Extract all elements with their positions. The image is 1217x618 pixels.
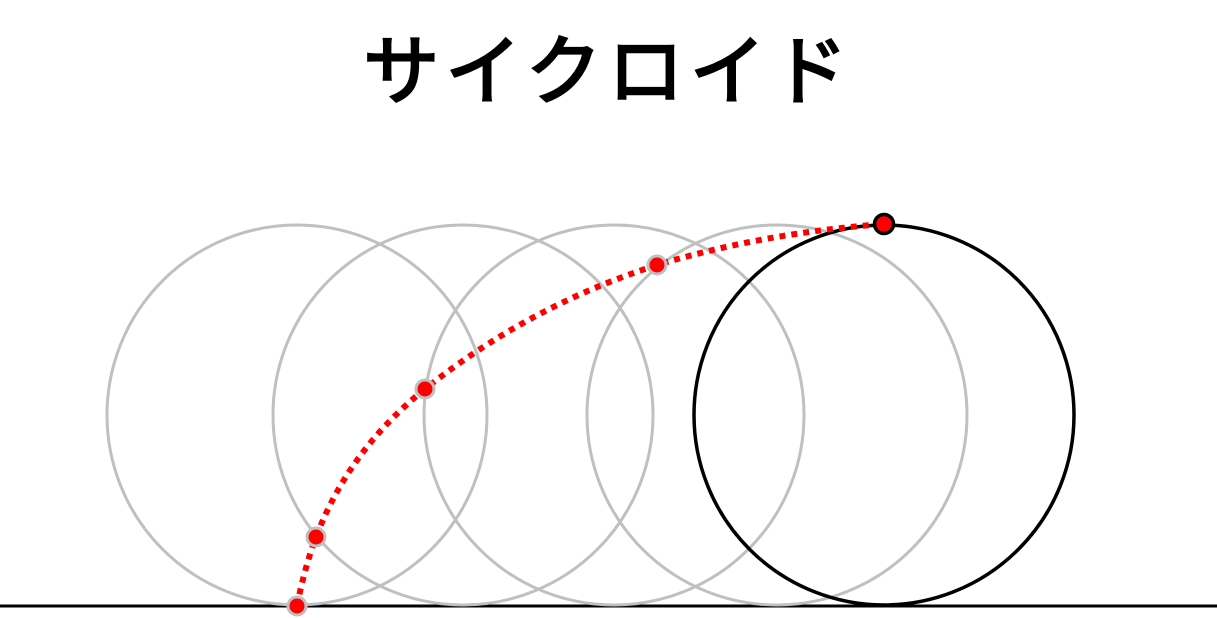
rolled-circle-1 bbox=[105, 223, 489, 607]
trace-points bbox=[286, 212, 896, 617]
trace-point-4 bbox=[646, 254, 668, 276]
trace-point-3 bbox=[414, 378, 436, 400]
rolled-circles bbox=[105, 223, 969, 607]
rolled-circle-2 bbox=[271, 223, 655, 607]
trace-point-2 bbox=[305, 526, 327, 548]
rolled-circle-3 bbox=[422, 223, 806, 607]
cycloid-trace bbox=[294, 221, 885, 607]
page-title: サイクロイド bbox=[363, 27, 854, 116]
trace-point-current bbox=[872, 212, 896, 236]
rolled-circle-4 bbox=[585, 223, 969, 607]
trace-point-1 bbox=[286, 595, 308, 617]
